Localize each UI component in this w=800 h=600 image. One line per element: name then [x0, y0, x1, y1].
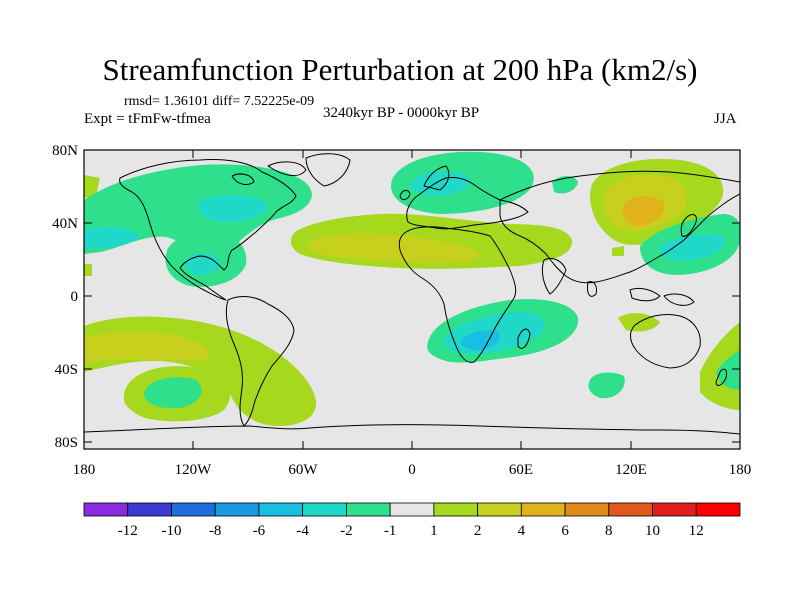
- colorbar-label-6: -1: [384, 523, 397, 539]
- colorbar-box-8: [433, 502, 479, 517]
- colorbar-box-5: [302, 502, 347, 517]
- contour-caribbean-neg2: [186, 253, 220, 276]
- contour-namerica-neg2: [199, 195, 269, 223]
- contour-easia-pos3: [622, 196, 665, 226]
- lon-label-0: 0: [408, 462, 416, 478]
- coastlines: [84, 153, 740, 435]
- lon-label-180e: 180: [729, 462, 752, 478]
- lon-label-180w: 180: [73, 462, 96, 478]
- colorbar-label-10: 6: [561, 523, 569, 539]
- lon-label-120e: 120E: [615, 462, 647, 478]
- colorbar-box-0: [83, 502, 129, 517]
- contour-ind-dot: [612, 246, 624, 256]
- contour-spac-low-neg: [143, 377, 202, 409]
- lat-label-80n: 80N: [52, 143, 78, 159]
- colorbar-label-1: -10: [161, 523, 181, 539]
- contour-pac-dot: [84, 264, 92, 276]
- experiment-label: Expt = tFmFw-tfmea: [84, 111, 211, 127]
- colorbar-box-10: [520, 502, 566, 517]
- colorbar: [83, 502, 741, 517]
- lon-label-60w: 60W: [288, 462, 318, 478]
- contour-fields: [84, 151, 740, 435]
- colorbar-box-2: [171, 502, 216, 517]
- colorbar-box-13: [652, 502, 697, 517]
- contour-sio-neg: [588, 372, 625, 399]
- plot-title: Streamfunction Perturbation at 200 hPa (…: [102, 52, 698, 87]
- contour-npac-neg2: [84, 226, 140, 249]
- lat-label-80s: 80S: [55, 435, 78, 451]
- contour-natl-pos2: [307, 233, 480, 264]
- lat-label-40n: 40N: [52, 216, 78, 232]
- contour-npac-west: [84, 175, 100, 198]
- colorbar-box-14: [695, 502, 741, 517]
- colorbar-box-6: [345, 502, 391, 517]
- colorbar-label-12: 10: [645, 523, 660, 539]
- colorbar-label-11: 8: [605, 523, 613, 539]
- colorbar-label-8: 2: [474, 523, 482, 539]
- colorbar-label-4: -4: [296, 523, 309, 539]
- colorbar-box-7: [389, 502, 435, 517]
- contour-namerica-neg: [84, 164, 312, 254]
- rmsd-diff-stats: rmsd= 1.36101 diff= 7.52225e-09: [124, 94, 315, 109]
- colorbar-label-5: -2: [340, 523, 353, 539]
- lat-label-40s: 40S: [55, 362, 78, 378]
- colorbar-box-9: [477, 502, 522, 517]
- lon-label-120w: 120W: [175, 462, 213, 478]
- contour-spac-pos2: [84, 331, 210, 364]
- colorbar-label-13: 12: [689, 523, 704, 539]
- colorbar-label-2: -8: [209, 523, 222, 539]
- lat-tick-marks: [84, 149, 740, 443]
- contour-satl-neg3: [461, 330, 500, 350]
- colorbar-label-3: -6: [253, 523, 266, 539]
- season-label: JJA: [714, 111, 737, 127]
- contour-wpac-neg2: [659, 234, 726, 261]
- colorbar-box-4: [258, 502, 304, 517]
- colorbar-label-9: 4: [518, 523, 526, 539]
- contour-sepac-neg: [716, 350, 740, 390]
- contour-asia-neg: [552, 176, 578, 194]
- lon-tick-marks: [83, 150, 741, 449]
- colorbar-box-11: [564, 502, 610, 517]
- colorbar-label-7: 1: [430, 523, 438, 539]
- lon-label-60e: 60E: [509, 462, 533, 478]
- colorbar-box-3: [214, 502, 260, 517]
- lat-label-0: 0: [71, 289, 79, 305]
- colorbar-label-0: -12: [118, 523, 138, 539]
- colorbar-box-12: [608, 502, 653, 517]
- period-label: 3240kyr BP - 0000kyr BP: [323, 105, 480, 121]
- colorbar-box-1: [127, 502, 172, 517]
